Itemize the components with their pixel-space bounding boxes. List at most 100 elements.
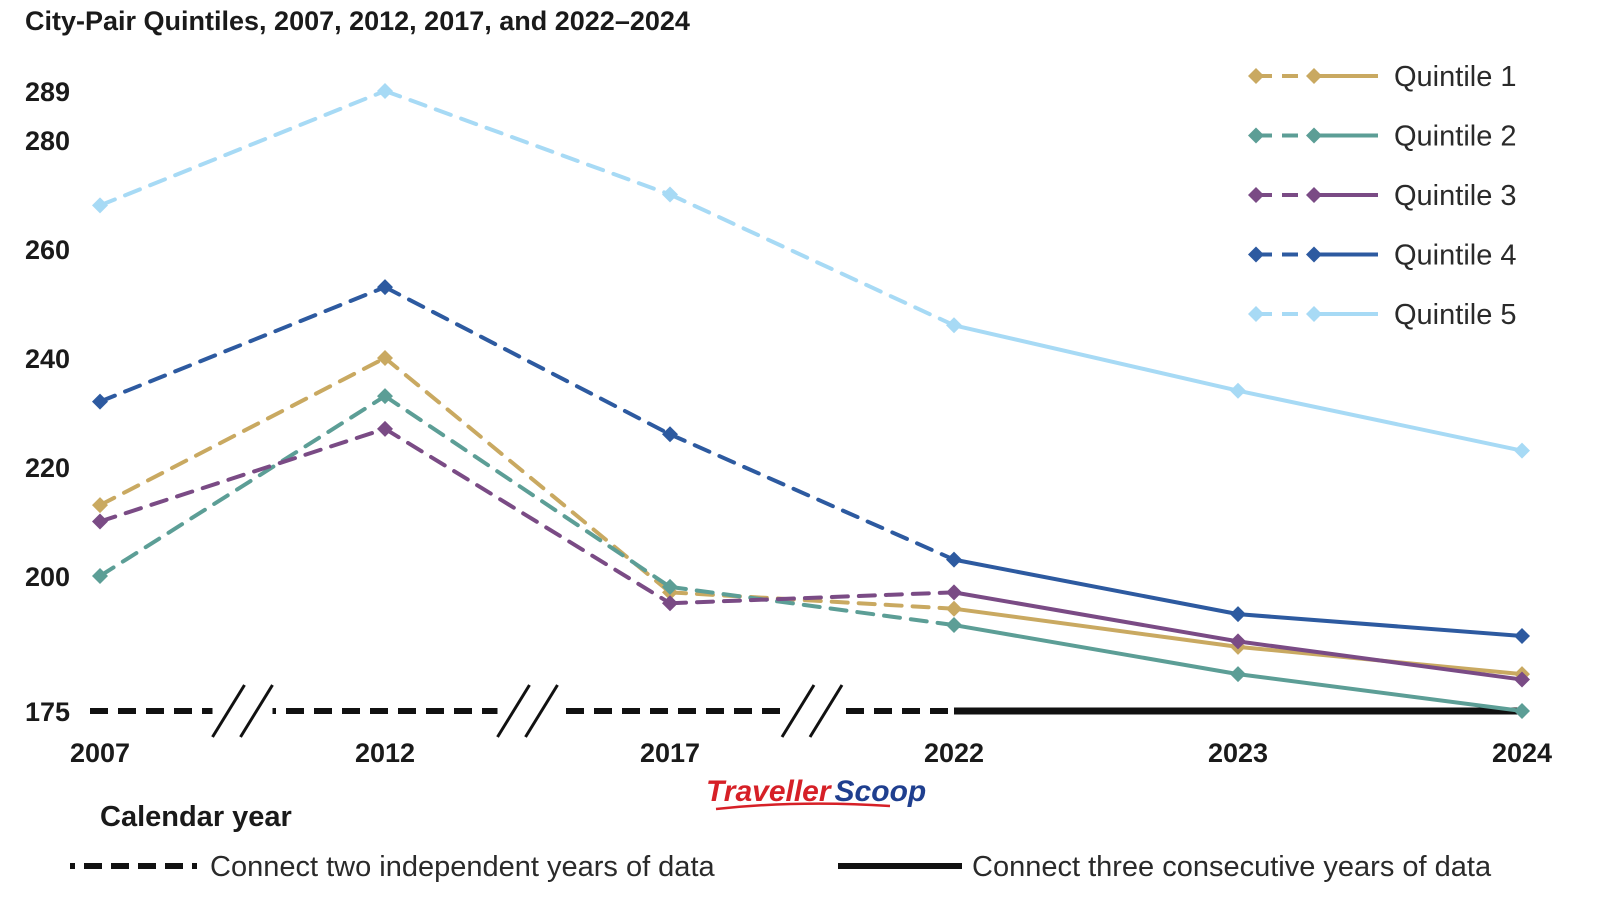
logo-swoosh-icon — [715, 802, 891, 811]
series-segment-dashed — [98, 394, 387, 578]
data-point — [377, 82, 393, 99]
legend-marker — [1248, 127, 1264, 144]
note-solid-label: Connect three consecutive years of data — [972, 851, 1492, 883]
series-segment-dashed — [668, 590, 956, 606]
legend-marker — [1306, 127, 1322, 144]
legend-marker — [1248, 187, 1264, 203]
series-segment-solid — [952, 557, 1240, 617]
data-point — [662, 426, 678, 443]
data-point — [92, 497, 108, 514]
data-point — [1230, 382, 1246, 399]
traveller-scoop-logo: Traveller Scoop — [706, 775, 927, 811]
legend-marker — [1248, 68, 1264, 84]
data-point — [377, 388, 393, 405]
y-tick-label: 220 — [25, 453, 70, 483]
series-segment-dashed — [668, 432, 956, 562]
data-point — [946, 584, 962, 601]
x-tick-label: 2023 — [1208, 738, 1268, 768]
data-point — [946, 600, 962, 617]
legend-marker — [1306, 68, 1322, 84]
note-dashed: Connect two independent years of data — [70, 851, 715, 883]
series-segment-dashed — [668, 584, 956, 628]
x-axis: 2007 2012 2017 2022 2023 2024 — [70, 738, 1552, 768]
data-point — [1230, 666, 1246, 683]
data-point — [377, 420, 393, 437]
series-segment-dashed — [383, 285, 672, 437]
series-line — [98, 285, 1524, 638]
chart-title: City-Pair Quintiles, 2007, 2012, 2017, a… — [25, 6, 690, 36]
legend-item: Quintile 1 — [1248, 61, 1517, 93]
legend-label: Quintile 2 — [1394, 121, 1517, 153]
series-line — [98, 426, 1524, 682]
logo-text-scoop: Scoop — [835, 775, 927, 808]
series-segment-solid — [1236, 639, 1524, 682]
x-tick-label: 2024 — [1492, 738, 1552, 768]
legend-label: Quintile 4 — [1394, 240, 1517, 272]
data-point — [377, 350, 393, 366]
y-tick-label: 260 — [25, 235, 70, 265]
series-segment-solid — [952, 623, 1240, 677]
data-point — [946, 317, 962, 334]
series-segment-dashed — [98, 88, 387, 208]
legend-item: Quintile 4 — [1248, 240, 1517, 272]
data-point — [662, 595, 678, 612]
series-segment-dashed — [668, 192, 956, 328]
axis-break-icon — [496, 684, 559, 738]
series-segment-dashed — [383, 394, 672, 589]
series-segment-solid — [952, 606, 1240, 649]
series-segment-solid — [1236, 672, 1524, 713]
legend-marker — [1306, 306, 1322, 322]
data-point — [92, 568, 108, 584]
series-segment-solid — [952, 323, 1240, 393]
x-tick-label: 2012 — [355, 738, 415, 768]
series-segment-dashed — [98, 285, 387, 404]
data-point — [1514, 703, 1530, 719]
x-tick-label: 2017 — [640, 738, 700, 768]
data-point — [1230, 606, 1246, 623]
line-style-notes: Connect two independent years of data Con… — [70, 851, 1492, 883]
series-segment-solid — [1236, 612, 1524, 638]
note-solid: Connect three consecutive years of data — [838, 851, 1492, 883]
series-segment-dashed — [383, 88, 672, 197]
series-line — [98, 88, 1524, 453]
x-axis-label: Calendar year — [100, 801, 292, 833]
data-point — [92, 513, 108, 530]
data-point — [662, 578, 678, 595]
legend-marker — [1306, 246, 1322, 263]
y-axis: 289 280 260 240 220 200 175 — [25, 77, 70, 727]
series-segment-solid — [952, 590, 1240, 644]
data-point — [1230, 633, 1246, 650]
series-segment-solid — [1236, 388, 1524, 453]
data-point — [1514, 627, 1530, 644]
series-segment-dashed — [98, 426, 387, 524]
legend-item: Quintile 3 — [1248, 180, 1517, 212]
series-lines — [98, 88, 1524, 713]
legend-item: Quintile 5 — [1248, 299, 1517, 331]
data-point — [946, 551, 962, 568]
x-tick-label: 2007 — [70, 738, 130, 768]
y-tick-label: 240 — [25, 344, 70, 374]
series-segment-dashed — [383, 356, 672, 595]
legend: Quintile 1 Quintile 2 Quintile 3 Quintile 4… — [1248, 61, 1517, 331]
series-line — [98, 394, 1524, 713]
series-points — [92, 82, 1530, 719]
axis-baseline — [90, 684, 1522, 738]
y-tick-label: 200 — [25, 562, 70, 592]
axis-break-icon — [211, 684, 274, 738]
data-point — [662, 186, 678, 203]
legend-marker — [1306, 187, 1322, 203]
data-point — [92, 197, 108, 214]
series-segment-dashed — [383, 426, 672, 606]
axis-break-icon — [780, 684, 844, 738]
data-point — [1514, 671, 1530, 688]
series-segment-dashed — [98, 356, 387, 508]
legend-label: Quintile 3 — [1394, 180, 1517, 212]
legend-label: Quintile 5 — [1394, 299, 1517, 331]
legend-label: Quintile 1 — [1394, 61, 1517, 93]
legend-marker — [1248, 306, 1264, 322]
data-point — [92, 393, 108, 410]
data-point — [946, 617, 962, 634]
y-tick-label: 175 — [25, 697, 70, 727]
legend-item: Quintile 2 — [1248, 121, 1517, 153]
series-segment-dashed — [668, 590, 956, 611]
